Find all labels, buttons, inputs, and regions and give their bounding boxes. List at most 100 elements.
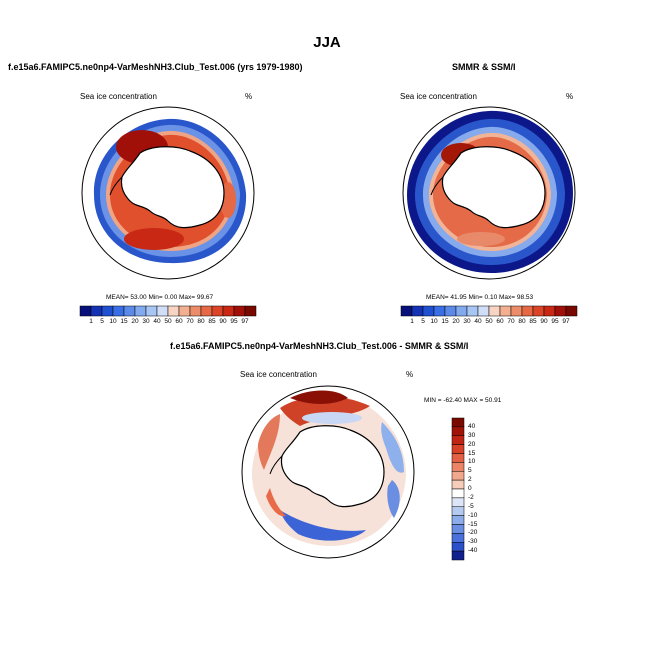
- colorbar-swatch: [451, 462, 465, 472]
- colorbar-swatch: [451, 417, 465, 428]
- colorbar-tick-label: 30: [468, 431, 476, 439]
- diff-colorbar: [451, 417, 465, 561]
- colorbar-tick-label: 15: [468, 449, 476, 457]
- colorbar-tick-label: 15: [441, 318, 449, 325]
- colorbar-tick-label: 10: [468, 458, 476, 466]
- colorbar-swatch: [233, 305, 246, 317]
- colorbar-tick-label: 60: [175, 318, 183, 325]
- colorbar-tick-label: 60: [496, 318, 504, 325]
- model-stats: MEAN= 53.00 Min= 0.00 Max= 99.67: [106, 294, 214, 301]
- colorbar-tick-label: 40: [153, 318, 161, 325]
- colorbar-swatch: [451, 453, 465, 463]
- model-polar-map: [81, 106, 255, 280]
- model-panel-title: f.e15a6.FAMIPC5.ne0np4-VarMeshNH3.Club_T…: [8, 62, 303, 72]
- colorbar-swatch: [543, 305, 556, 317]
- colorbar-swatch: [451, 471, 465, 481]
- colorbar-swatch: [444, 305, 457, 317]
- colorbar-tick-label: 10: [430, 318, 438, 325]
- colorbar-swatch: [451, 488, 465, 499]
- colorbar-swatch: [451, 524, 465, 534]
- colorbar-tick-label: 5: [421, 318, 425, 325]
- colorbar-swatch: [510, 305, 523, 317]
- colorbar-tick-label: 80: [518, 318, 526, 325]
- diff-panel-title: f.e15a6.FAMIPC5.ne0np4-VarMeshNH3.Club_T…: [170, 341, 469, 351]
- colorbar-swatch: [411, 305, 424, 317]
- colorbar-swatch: [167, 305, 180, 317]
- obs-antarctica-landmass: [441, 146, 546, 229]
- colorbar-swatch: [451, 550, 465, 561]
- colorbar-tick-label: 0: [468, 485, 472, 492]
- colorbar-tick-label: 20: [131, 318, 139, 325]
- colorbar-swatch: [451, 515, 465, 525]
- colorbar-swatch: [451, 542, 465, 552]
- colorbar-swatch: [451, 506, 465, 516]
- colorbar-tick-label: -20: [468, 529, 478, 537]
- colorbar-tick-label: 90: [540, 318, 548, 325]
- colorbar-tick-label: 15: [120, 318, 128, 325]
- page-title: JJA: [313, 34, 341, 51]
- colorbar-swatch: [145, 305, 158, 317]
- colorbar-tick-label: 50: [164, 318, 172, 325]
- model-colorbar: [79, 305, 257, 317]
- colorbar-swatch: [400, 305, 413, 317]
- colorbar-swatch: [488, 305, 501, 317]
- colorbar-tick-label: 40: [468, 422, 476, 430]
- colorbar-swatch: [451, 435, 465, 445]
- colorbar-tick-label: 10: [109, 318, 117, 325]
- colorbar-tick-label: -40: [468, 547, 478, 555]
- colorbar-swatch: [451, 426, 465, 436]
- colorbar-tick-label: 20: [452, 318, 460, 325]
- colorbar-swatch: [477, 305, 490, 317]
- colorbar-tick-label: 97: [562, 318, 570, 325]
- colorbar-swatch: [222, 305, 235, 317]
- model-units-label: %: [245, 92, 253, 101]
- colorbar-swatch: [451, 444, 465, 454]
- diff-antarctica-landmass: [280, 425, 385, 508]
- colorbar-tick-label: 2: [468, 476, 472, 484]
- colorbar-tick-label: 30: [142, 318, 150, 325]
- colorbar-swatch: [554, 305, 567, 317]
- colorbar-tick-label: 70: [186, 318, 194, 325]
- colorbar-swatch: [134, 305, 147, 317]
- colorbar-tick-label: 97: [241, 318, 249, 325]
- colorbar-tick-label: 50: [485, 318, 493, 325]
- colorbar-swatch: [565, 305, 578, 317]
- obs-colorbar: [400, 305, 578, 317]
- colorbar-tick-label: -2: [468, 493, 474, 501]
- model-variable-label: Sea ice concentration: [80, 92, 157, 101]
- colorbar-swatch: [90, 305, 103, 317]
- diff-polar-map: [241, 385, 415, 559]
- colorbar-swatch: [79, 305, 92, 317]
- colorbar-swatch: [466, 305, 479, 317]
- obs-stats: MEAN= 41.95 Min= 0.10 Max= 98.53: [426, 294, 534, 301]
- colorbar-swatch: [101, 305, 114, 317]
- colorbar-swatch: [244, 305, 257, 317]
- obs-panel-title: SMMR & SSM/I: [452, 62, 516, 72]
- colorbar-tick-label: 85: [208, 318, 216, 325]
- colorbar-swatch: [123, 305, 136, 317]
- colorbar-swatch: [156, 305, 169, 317]
- colorbar-swatch: [451, 497, 465, 507]
- colorbar-tick-label: 30: [463, 318, 471, 325]
- obs-colorbar-labels: 1 5 10 15 20 30 40 50 60 70 80 85 90 95 97: [401, 318, 577, 327]
- diff-colorbar-labels: 40 30 20 15 10 5 2 0 -2 -5 -10 -15 -20 -30 -40: [468, 418, 498, 560]
- colorbar-tick-label: -15: [468, 520, 478, 528]
- colorbar-swatch: [211, 305, 224, 317]
- colorbar-tick-label: 90: [219, 318, 227, 325]
- colorbar-tick-label: -10: [468, 511, 478, 519]
- colorbar-swatch: [451, 479, 465, 490]
- colorbar-swatch: [455, 305, 468, 317]
- colorbar-tick-label: 1: [410, 318, 414, 325]
- diff-units-label: %: [406, 370, 414, 379]
- colorbar-swatch: [189, 305, 202, 317]
- colorbar-swatch: [200, 305, 213, 317]
- colorbar-tick-label: 40: [474, 318, 482, 325]
- diff-variable-label: Sea ice concentration: [240, 370, 317, 379]
- model-colorbar-labels: 1 5 10 15 20 30 40 50 60 70 80 85 90 95 97: [80, 318, 256, 327]
- colorbar-swatch: [532, 305, 545, 317]
- colorbar-swatch: [433, 305, 446, 317]
- colorbar-tick-label: 20: [468, 440, 476, 448]
- colorbar-tick-label: -30: [468, 538, 478, 546]
- obs-polar-map: [402, 106, 576, 280]
- colorbar-swatch: [178, 305, 191, 317]
